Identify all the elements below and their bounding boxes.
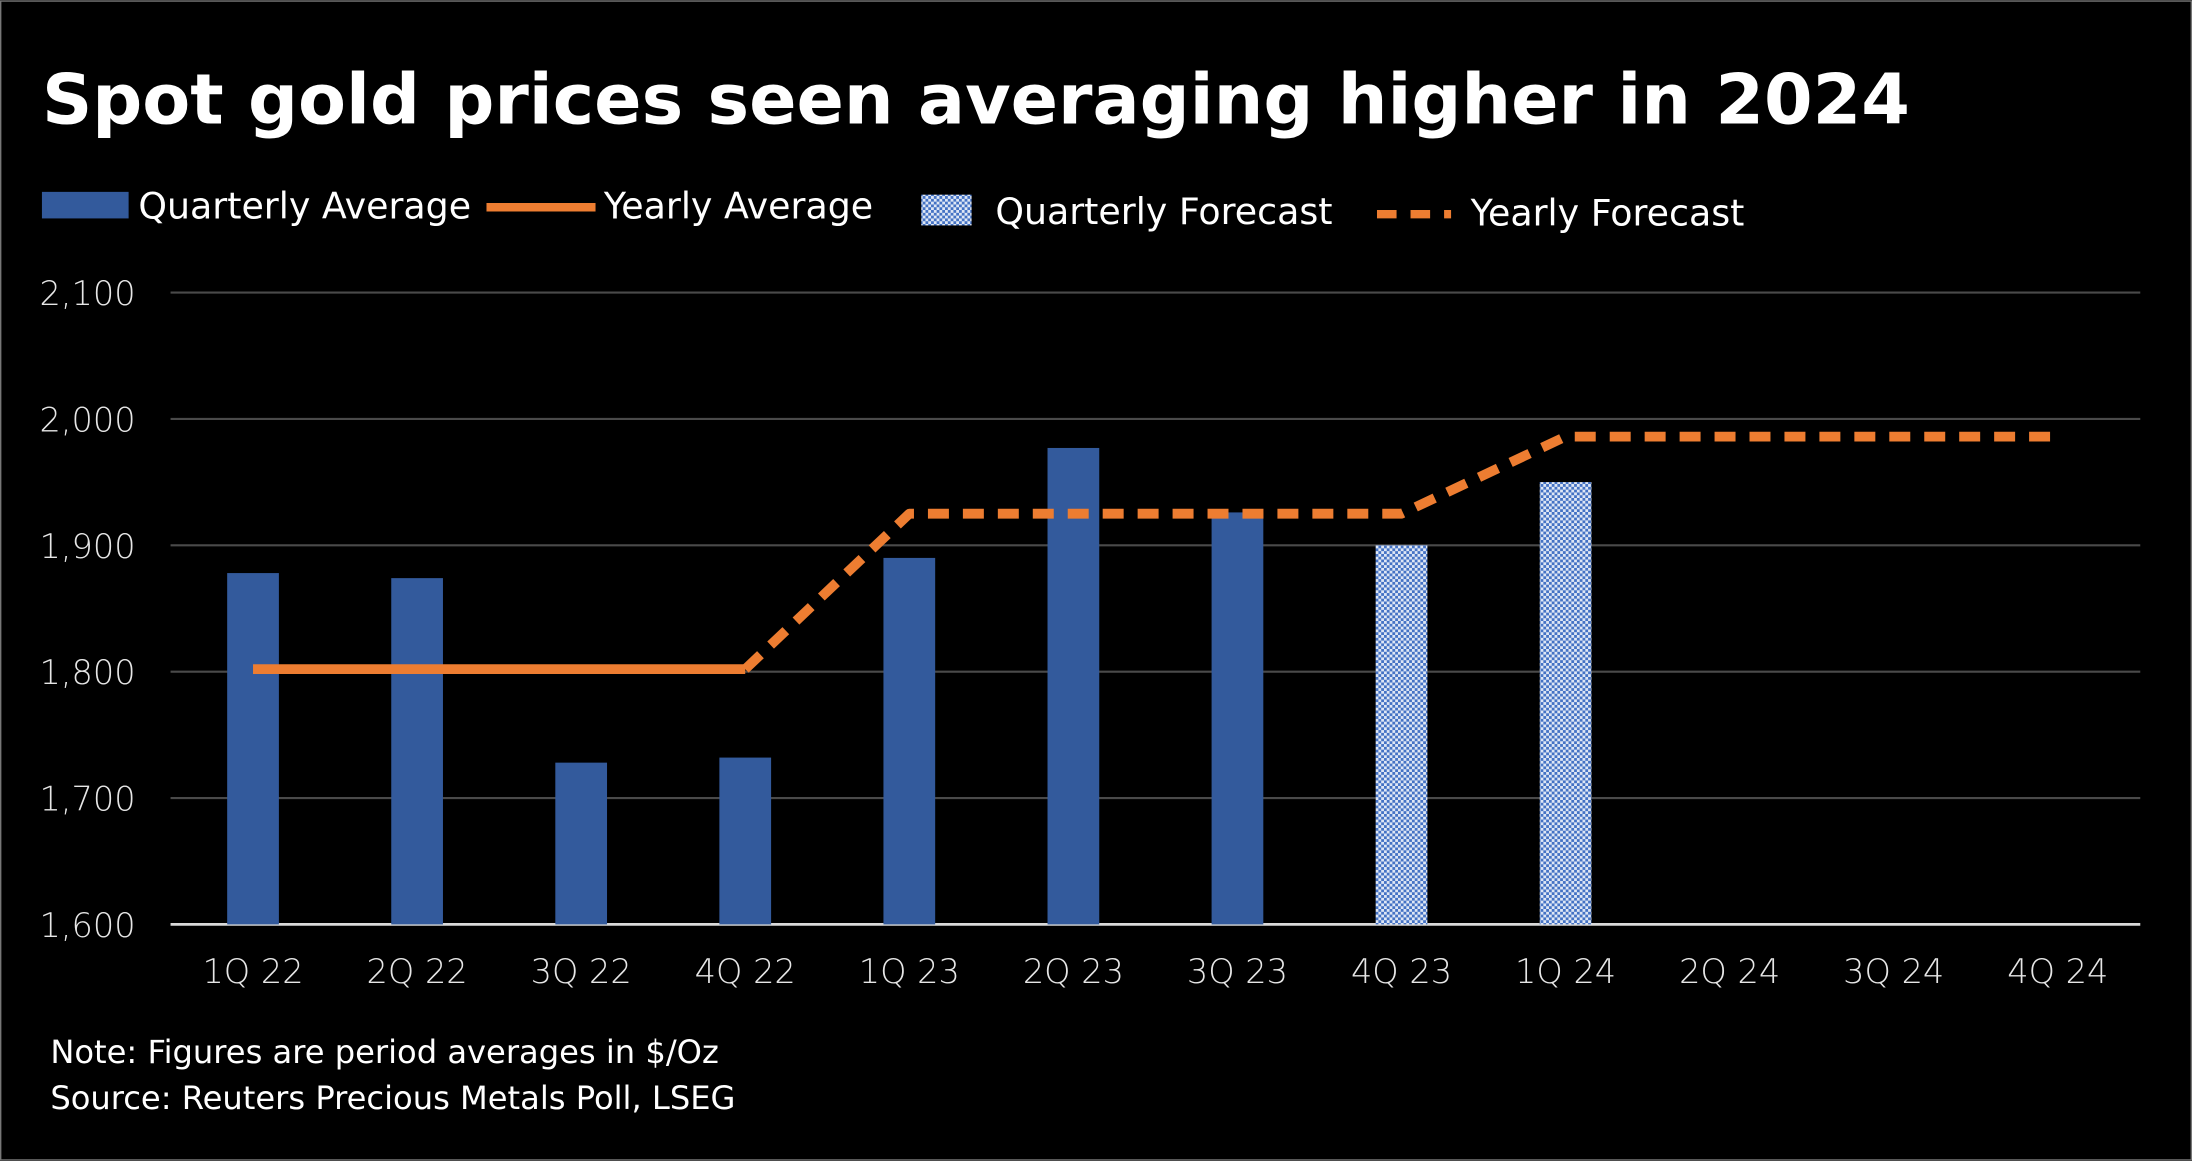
y-tick-label: 1,700 xyxy=(40,780,136,819)
y-tick-label: 2,100 xyxy=(40,274,136,313)
legend-label: Quarterly Forecast xyxy=(995,190,1332,233)
x-tick-label: 1Q 23 xyxy=(859,952,960,991)
bars xyxy=(227,447,1592,925)
source-text: Source: Reuters Precious Metals Poll, LS… xyxy=(50,1079,735,1117)
x-axis: 1Q 22 2Q 22 3Q 22 4Q 22 1Q 23 2Q 23 3Q 23 4Q 23… xyxy=(202,952,2108,991)
legend-swatch-quarterly-average xyxy=(41,191,129,219)
yearly-forecast-line xyxy=(741,431,2058,673)
x-tick-label: 4Q 23 xyxy=(1351,952,1452,991)
x-tick-label: 2Q 24 xyxy=(1679,952,1780,991)
note-text: Note: Figures are period averages in $/O… xyxy=(50,1033,719,1071)
bar xyxy=(719,757,772,925)
chart-title: Spot gold prices seen averaging higher i… xyxy=(42,59,1910,140)
y-tick-label: 1,600 xyxy=(40,906,136,945)
bar xyxy=(391,578,443,925)
bar xyxy=(883,557,936,925)
bar xyxy=(555,762,608,925)
legend-label: Yearly Forecast xyxy=(1470,191,1745,234)
bar xyxy=(1047,447,1100,925)
x-tick-label: 4Q 22 xyxy=(695,952,796,991)
x-tick-label: 1Q 22 xyxy=(202,952,303,991)
x-tick-label: 3Q 24 xyxy=(1843,952,1944,991)
y-tick-label: 2,000 xyxy=(40,400,136,439)
legend-label: Quarterly Average xyxy=(138,184,471,227)
x-tick-label: 2Q 23 xyxy=(1023,952,1124,991)
x-tick-label: 3Q 23 xyxy=(1187,952,1288,991)
forecast-bar xyxy=(1539,482,1592,925)
legend: Quarterly Average Yearly Average Quarter… xyxy=(41,184,1745,234)
legend-label: Yearly Average xyxy=(603,184,873,227)
forecast-bar xyxy=(1375,545,1428,925)
y-tick-label: 1,900 xyxy=(40,527,136,566)
bar xyxy=(227,573,279,925)
lines xyxy=(253,431,2058,675)
x-tick-label: 1Q 24 xyxy=(1515,952,1616,991)
x-tick-label: 4Q 24 xyxy=(2007,952,2108,991)
y-axis: 1,600 1,700 1,800 1,900 2,000 2,100 xyxy=(40,274,136,945)
x-tick-label: 3Q 22 xyxy=(531,952,632,991)
y-tick-label: 1,800 xyxy=(40,653,136,692)
legend-swatch-quarterly-forecast xyxy=(921,194,972,226)
x-tick-label: 2Q 22 xyxy=(367,952,468,991)
bar xyxy=(1211,512,1264,925)
